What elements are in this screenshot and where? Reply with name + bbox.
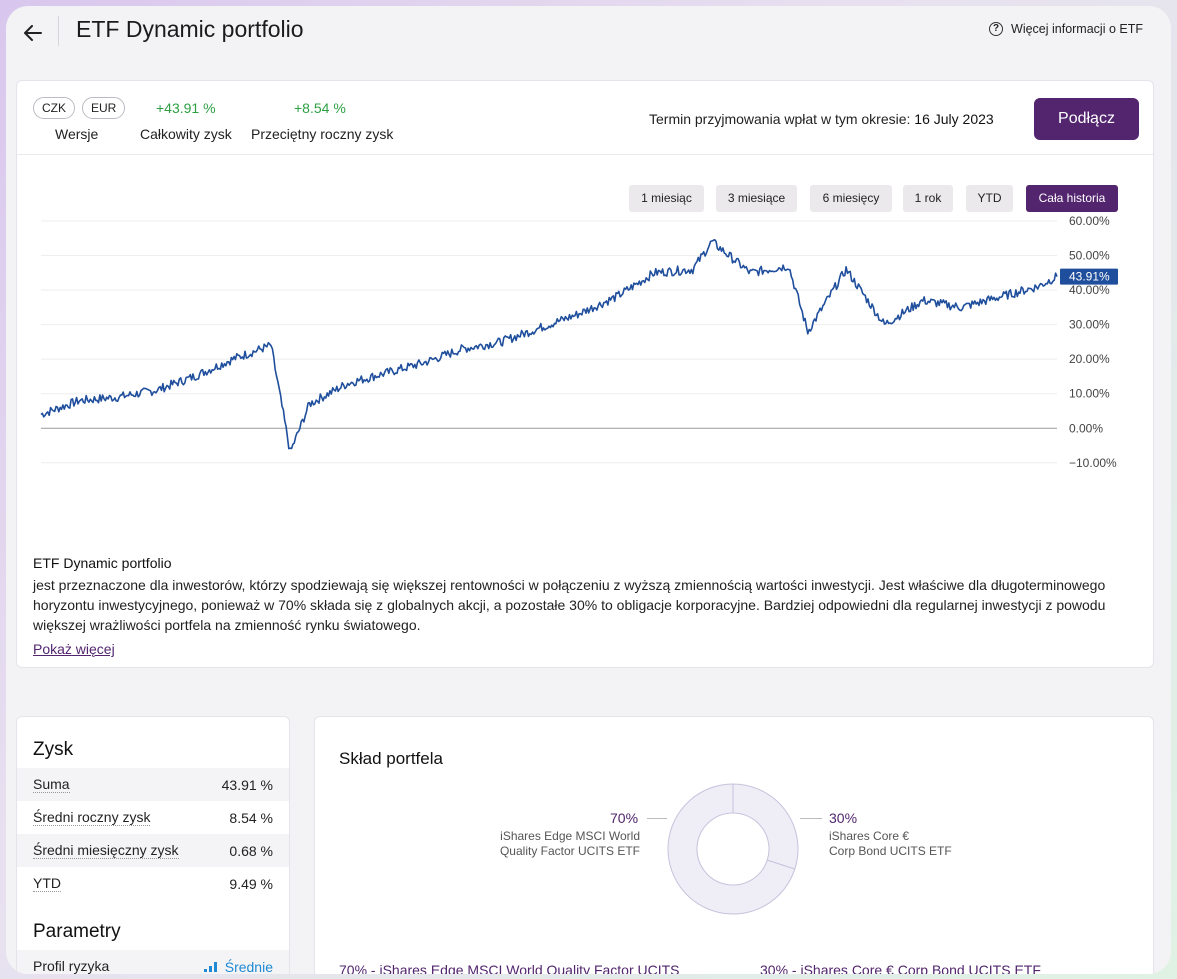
more-info-link[interactable]: ? Więcej informacji o ETF (989, 22, 1143, 36)
holding-link-2[interactable]: 30% - iShares Core € Corp Bond UCITS ETF (760, 962, 1041, 974)
donut-slice-equities[interactable] (667, 783, 796, 915)
composition-right-leader (800, 818, 822, 819)
return-value: 9.49 % (229, 875, 273, 892)
versions-label: Wersje (55, 126, 99, 142)
performance-chart: 60.00% 50.00% 40.00% 30.00% 20.00% 10.00% 0.00… (40, 214, 1118, 470)
composition-right-name-line2: Corp Bond UCITS ETF (829, 844, 952, 858)
range-ytd-button[interactable]: YTD (966, 185, 1013, 212)
return-label: Średni miesięczny zysk (33, 842, 179, 859)
range-1-month-button[interactable]: 1 miesiąc (629, 185, 704, 212)
currency-eur-button[interactable]: EUR (82, 97, 126, 119)
return-row-ytd: YTD 9.49 % (17, 867, 289, 900)
risk-profile-label: Profil ryzyka (33, 958, 110, 974)
more-info-label: Więcej informacji o ETF (1011, 22, 1143, 36)
return-row-avg-monthly: Średni miesięczny zysk 0.68 % (17, 834, 289, 867)
question-icon: ? (989, 22, 1004, 36)
connect-button[interactable]: Podłącz (1034, 98, 1139, 140)
y-tick-label: 0.00% (1069, 421, 1103, 435)
y-tick-label: 10.00% (1069, 387, 1110, 401)
return-row-sum: Suma 43.91 % (17, 768, 289, 801)
last-value-badge (1060, 268, 1118, 285)
range-3-months-button[interactable]: 3 miesiące (716, 185, 797, 212)
range-1-year-button[interactable]: 1 rok (903, 185, 953, 212)
return-value: 0.68 % (229, 842, 273, 859)
risk-profile-row: Profil ryzyka Średnie (17, 950, 289, 974)
y-tick-label: 30.00% (1069, 318, 1110, 332)
total-return-label: Całkowity zysk (140, 126, 232, 142)
composition-right-name-line1: iShares Core € (829, 829, 910, 843)
returns-card: Zysk Suma 43.91 % Średni roczny zysk 8.5… (16, 716, 290, 974)
performance-series-line (40, 238, 1058, 450)
params-title: Parametry (33, 921, 121, 942)
portfolio-card: CZK EUR Wersje +43.91 % Całkowity zysk +… (16, 80, 1154, 668)
range-6-months-button[interactable]: 6 miesięcy (810, 185, 892, 212)
y-tick-label: 50.00% (1069, 249, 1110, 263)
header-divider (58, 16, 59, 46)
avg-annual-return-value: +8.54 % (294, 100, 346, 116)
composition-left-leader (647, 818, 667, 819)
y-tick-label: −10.00% (1069, 456, 1117, 470)
composition-card: Skład portfela 70% iShares Edge MSCI Wor… (314, 716, 1154, 974)
total-return-value: +43.91 % (156, 100, 216, 116)
y-tick-label: 60.00% (1069, 214, 1110, 228)
signal-bars-icon (203, 961, 217, 972)
composition-right-name: iShares Core € Corp Bond UCITS ETF (829, 829, 989, 859)
top-bar: ETF Dynamic portfolio ? Więcej informacj… (6, 6, 1171, 56)
description-text: jest przeznaczone dla inwestorów, którzy… (33, 577, 1106, 633)
arrow-left-icon (24, 25, 42, 41)
description-title: ETF Dynamic portfolio (33, 555, 172, 571)
holding-link-1[interactable]: 70% - iShares Edge MSCI World Quality Fa… (339, 962, 680, 974)
page-title: ETF Dynamic portfolio (76, 16, 304, 42)
composition-left-name: iShares Edge MSCI World Quality Factor U… (497, 829, 640, 859)
last-value-label: 43.91% (1069, 270, 1110, 284)
return-label: Suma (33, 776, 70, 793)
composition-left-name-line1: iShares Edge MSCI World (500, 829, 640, 843)
stats-row: CZK EUR Wersje +43.91 % Całkowity zysk +… (17, 81, 1153, 155)
return-label: Średni roczny zysk (33, 809, 151, 826)
app-frame: ETF Dynamic portfolio ? Więcej informacj… (6, 6, 1171, 974)
back-button[interactable] (18, 18, 48, 48)
return-row-avg-annual: Średni roczny zysk 8.54 % (17, 801, 289, 834)
return-value: 8.54 % (229, 809, 273, 826)
deadline-label: Termin przyjmowania wpłat w tym okresie: (649, 111, 911, 127)
return-label: YTD (33, 875, 61, 892)
composition-left-pct: 70% (610, 810, 639, 826)
currency-czk-button[interactable]: CZK (33, 97, 75, 119)
avg-annual-return-label: Przeciętny roczny zysk (251, 126, 394, 142)
range-all-history-button[interactable]: Cała historia (1026, 185, 1118, 212)
deadline-date: 16 July 2023 (914, 111, 994, 127)
composition-left-name-line2: Quality Factor UCITS ETF (499, 844, 640, 858)
donut-slice-bonds[interactable] (732, 783, 799, 870)
risk-profile-value: Średnie (203, 958, 273, 975)
composition-title: Skład portfela (339, 749, 443, 768)
composition-donut-chart (667, 783, 799, 915)
risk-profile-value-text: Średnie (224, 958, 273, 975)
show-more-link[interactable]: Pokaż więcej (33, 641, 115, 657)
return-value: 43.91 % (221, 776, 273, 793)
composition-right-pct: 30% (829, 810, 858, 826)
y-tick-label: 40.00% (1069, 283, 1110, 297)
y-tick-label: 20.00% (1069, 352, 1110, 366)
returns-title: Zysk (33, 739, 74, 760)
deadline-text: Termin przyjmowania wpłat w tym okresie:… (649, 111, 994, 127)
